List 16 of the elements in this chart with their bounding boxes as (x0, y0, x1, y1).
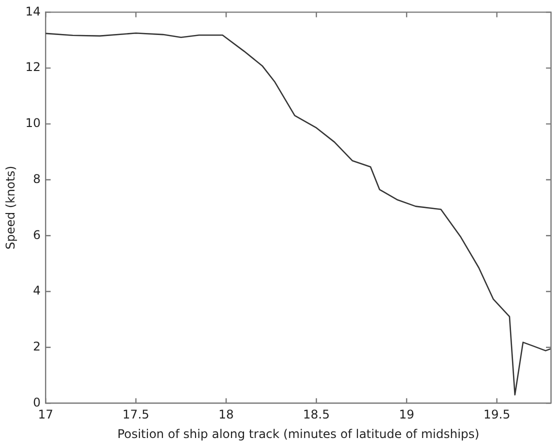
x-tick-label: 18.5 (303, 408, 330, 422)
x-tick-label: 17 (38, 408, 54, 422)
y-tick-label: 10 (25, 116, 41, 130)
y-tick-label: 8 (33, 172, 41, 186)
y-tick-label: 2 (33, 339, 41, 354)
x-tick-label: 19 (398, 408, 414, 422)
y-axis-title: Speed (knots) (3, 166, 18, 250)
y-tick-label: 12 (25, 60, 41, 74)
x-tick-label: 18 (218, 408, 234, 422)
x-tick-label: 19.5 (484, 408, 510, 422)
y-tick-label: 14 (25, 4, 41, 18)
x-axis-title: Position of ship along track (minutes of latitude of midships) (117, 426, 480, 441)
y-tick-label: 6 (33, 228, 41, 242)
x-tick-label: 17.5 (122, 408, 150, 422)
y-tick-label: 0 (33, 395, 41, 410)
y-tick-label: 4 (33, 284, 41, 298)
